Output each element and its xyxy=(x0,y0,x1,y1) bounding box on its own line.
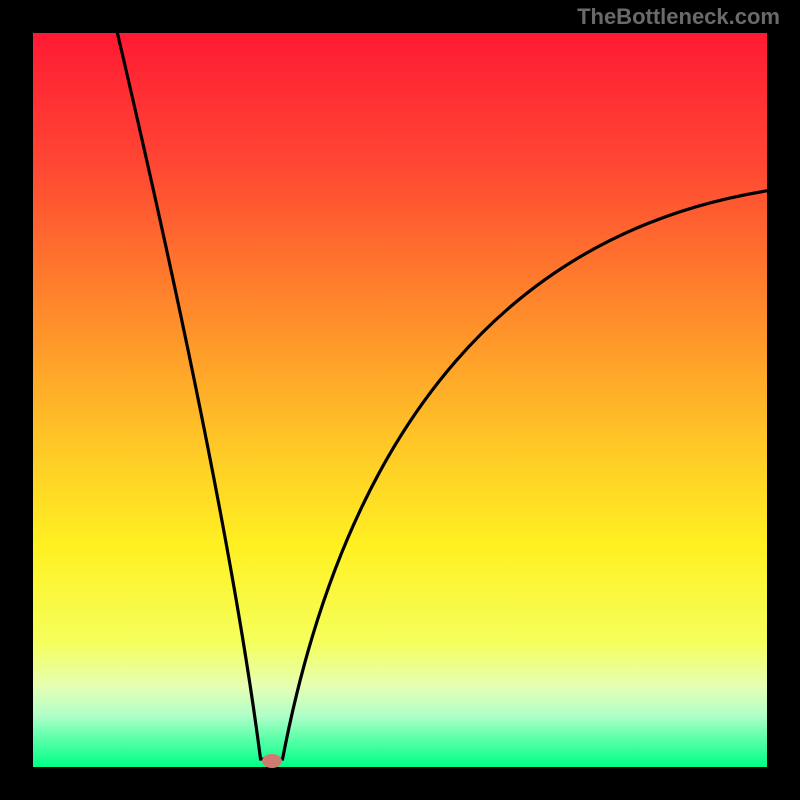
optimal-point-marker xyxy=(262,754,282,768)
watermark-text: TheBottleneck.com xyxy=(577,4,780,30)
bottleneck-curve xyxy=(33,33,767,767)
v-curve-path xyxy=(117,33,767,759)
chart-container: TheBottleneck.com xyxy=(0,0,800,800)
